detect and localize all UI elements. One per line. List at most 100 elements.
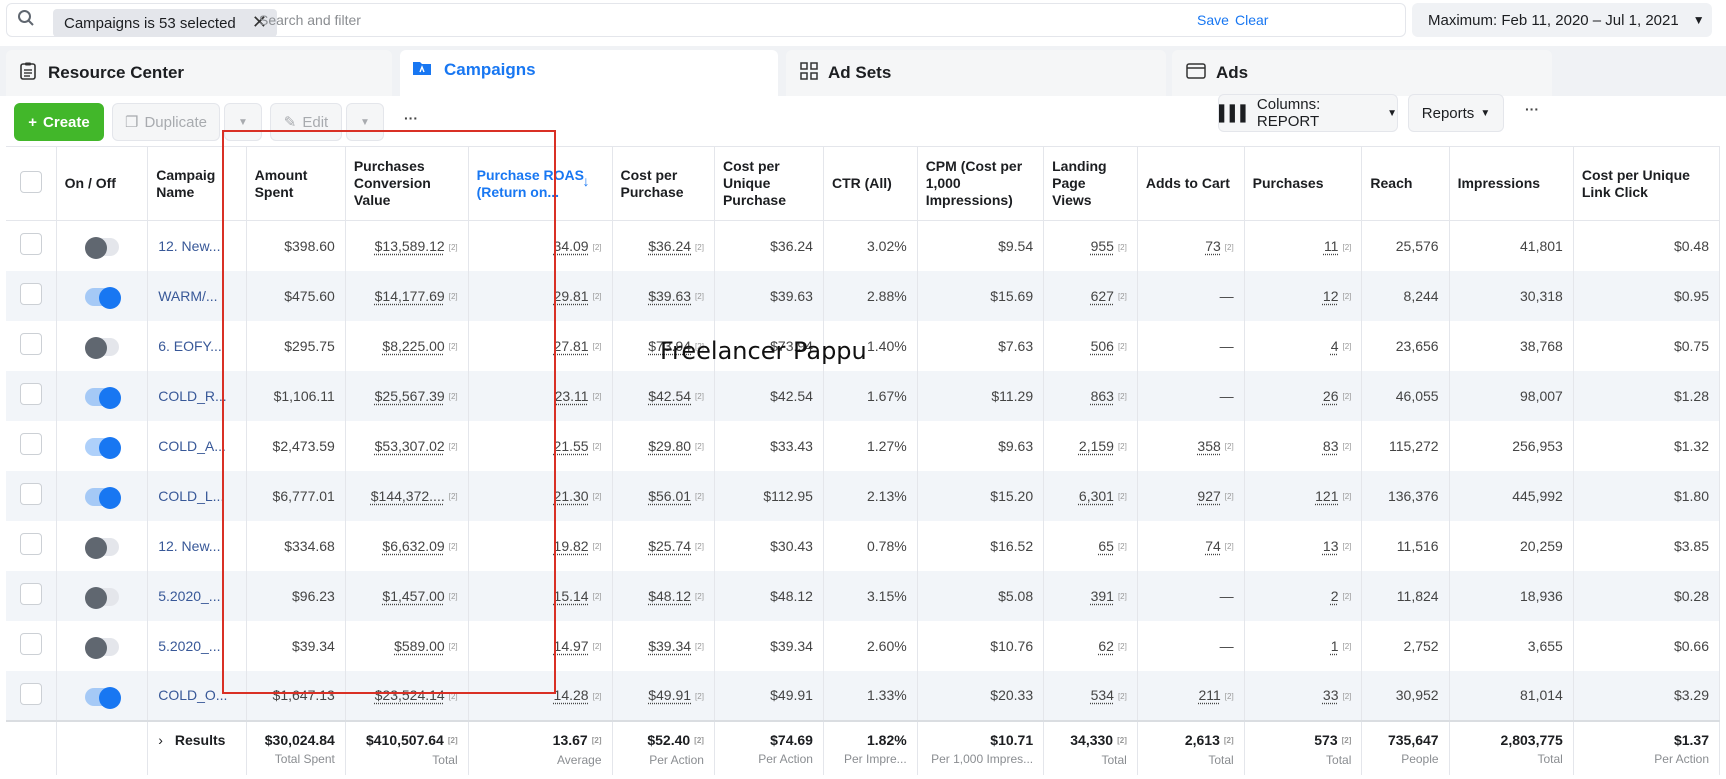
row-checkbox[interactable] — [19, 533, 42, 555]
table-row[interactable]: 6. EOFY... $295.75 $8,225.00 [2] 27.81 [2] $73… — [6, 320, 1721, 371]
column-header[interactable]: Impressions — [1449, 146, 1574, 221]
row-checkbox[interactable] — [19, 383, 42, 405]
column-header-roas[interactable]: Purchase ROAS (Return on... ↓ — [468, 146, 613, 221]
more-options-button[interactable]: ··· — [404, 110, 418, 126]
column-header[interactable]: Cost per Purchase — [612, 146, 715, 221]
cell-value: $1,647.13 — [272, 687, 335, 703]
table-row[interactable]: 5.2020_... $39.34 $589.00 [2] 14.97 [2] $39.34… — [6, 620, 1721, 671]
cell-ctr: 3.02% — [823, 220, 918, 271]
cell-roas: 29.81 [2] — [468, 270, 613, 321]
row-checkbox[interactable] — [19, 483, 42, 505]
columns-button[interactable]: ▌▌▌ Columns: REPORT ▼ — [1218, 94, 1398, 132]
row-checkbox[interactable] — [19, 633, 42, 655]
save-link[interactable]: Save — [1197, 12, 1229, 28]
cell-spent: $6,777.01 — [246, 470, 346, 521]
column-header[interactable]: Purchases — [1244, 146, 1363, 221]
edit-button[interactable]: ✎ Edit — [270, 103, 342, 141]
more-options-button[interactable]: ··· — [1525, 101, 1539, 117]
campaign-name-link[interactable]: 12. New... — [147, 520, 247, 571]
cell-lpv: 391 [2] — [1043, 570, 1138, 621]
table-row[interactable]: WARM/... $475.60 $14,177.69 [2] 29.81 [2] $39.… — [6, 270, 1721, 321]
column-header[interactable]: Campaig Name — [147, 146, 247, 221]
row-checkbox[interactable] — [19, 233, 42, 256]
table-row[interactable]: 5.2020_... $96.23 $1,457.00 [2] 15.14 [2] $48.… — [6, 570, 1721, 621]
cell-impr: 38,768 — [1449, 320, 1574, 371]
tab-resource-center[interactable]: Resource Center — [6, 50, 392, 96]
tab-ads[interactable]: Ads — [1172, 50, 1552, 96]
cell-cpp: $39.34 [2] — [612, 620, 715, 671]
reports-button[interactable]: Reports ▼ — [1408, 94, 1504, 132]
campaign-name-link[interactable]: COLD_R... — [147, 370, 247, 421]
info-icon: [2] — [1224, 691, 1234, 701]
close-icon[interactable]: ✕ — [251, 12, 267, 32]
column-header[interactable]: Purchases Conversion Value — [345, 146, 469, 221]
cell-value: $5.08 — [998, 587, 1034, 604]
campaign-name-link[interactable]: COLD_L... — [147, 470, 247, 521]
column-header[interactable]: Adds to Cart — [1137, 146, 1245, 221]
select-all-checkbox[interactable] — [19, 170, 42, 193]
campaign-name-link[interactable]: 5.2020_... — [147, 570, 247, 621]
results-expander[interactable]: › Results — [147, 719, 247, 775]
search-placeholder[interactable]: Search and filter — [259, 12, 361, 28]
cell-cpp: $42.54 [2] — [612, 370, 715, 421]
cell-value: 2.88% — [866, 287, 907, 304]
column-header[interactable]: Cost per Unique Purchase — [714, 146, 824, 221]
table-row[interactable]: COLD_O... $1,647.13 $23,524.14 [2] 14.28 [2] $… — [6, 670, 1721, 721]
total-cell: $1.37 Per Action — [1573, 719, 1721, 775]
table-row[interactable]: COLD_R... $1,106.11 $25,567.39 [2] 23.11 [2] $… — [6, 370, 1721, 421]
empty-cell — [56, 719, 149, 775]
table-row[interactable]: 12. New... $334.68 $6,632.09 [2] 19.82 [2] $25… — [6, 520, 1721, 571]
tab-ad-sets[interactable]: Ad Sets — [786, 50, 1166, 96]
create-button[interactable]: + Create — [14, 103, 104, 141]
clear-link[interactable]: Clear — [1235, 12, 1269, 28]
edit-dropdown[interactable]: ▼ — [346, 103, 384, 141]
table-row[interactable]: COLD_A... $2,473.59 $53,307.02 [2] 21.55 [2] $… — [6, 420, 1721, 471]
cell-value: $33.43 — [770, 437, 813, 454]
column-header[interactable]: CPM (Cost per 1,000 Impressions) — [917, 146, 1045, 221]
cell-reach: 46,055 — [1361, 370, 1450, 421]
cell-ctr: 2.60% — [823, 620, 918, 671]
column-header[interactable]: Landing Page Views — [1043, 146, 1138, 221]
table-row[interactable]: 12. New... $398.60 $13,589.12 [2] 34.09 [2] $3… — [6, 220, 1721, 271]
search-filter-box[interactable]: Campaigns is 53 selected ✕ Search and fi… — [6, 3, 1406, 37]
column-header[interactable]: On / Off — [56, 146, 149, 221]
total-value: 2,613 — [1184, 731, 1220, 748]
cell-reach: 25,576 — [1361, 220, 1450, 271]
column-header[interactable]: Amount Spent — [246, 146, 346, 221]
cell-conv: $13,589.12 [2] — [345, 220, 469, 271]
cell-cpp: $25.74 [2] — [612, 520, 715, 571]
cell-value: $56.01 — [648, 487, 692, 504]
row-checkbox[interactable] — [19, 333, 42, 355]
campaign-name-link[interactable]: 6. EOFY... — [147, 320, 247, 371]
cell-value: $475.60 — [284, 287, 335, 304]
column-header[interactable]: Cost per Unique Link Click — [1573, 146, 1721, 221]
total-sublabel: Per Action — [649, 752, 704, 767]
toggle-cell — [56, 220, 149, 271]
column-header[interactable]: Reach — [1361, 146, 1450, 221]
duplicate-dropdown[interactable]: ▼ — [224, 103, 262, 141]
column-header[interactable]: CTR (All) — [823, 146, 918, 221]
date-range-picker[interactable]: Maximum: Feb 11, 2020 – Jul 1, 2021 ▼ — [1412, 3, 1712, 37]
duplicate-button[interactable]: ❐ Duplicate — [112, 103, 220, 141]
tab-campaigns[interactable]: Campaigns — [400, 50, 778, 96]
row-checkbox[interactable] — [19, 583, 42, 605]
total-sublabel: Total — [1101, 752, 1127, 767]
toggle-cell — [56, 520, 149, 571]
table-row[interactable]: COLD_L... $6,777.01 $144,372.... [2] 21.30 [2… — [6, 470, 1721, 521]
cell-value: 955 — [1090, 237, 1114, 254]
watermark: Freelancer Pappu — [660, 337, 867, 365]
campaign-name-link[interactable]: WARM/... — [147, 270, 247, 321]
row-checkbox[interactable] — [19, 682, 42, 705]
cell-atc: 358 [2] — [1137, 420, 1245, 471]
info-icon: [2] — [448, 292, 458, 302]
campaign-name-link[interactable]: COLD_A... — [147, 420, 247, 471]
cell-value: — — [1219, 287, 1234, 304]
campaign-name-link[interactable]: COLD_O... — [147, 670, 247, 721]
filter-chip[interactable]: Campaigns is 53 selected ✕ — [53, 9, 277, 37]
cell-conv: $589.00 [2] — [345, 620, 469, 671]
campaign-name-link[interactable]: 12. New... — [147, 220, 247, 271]
cell-value: — — [1219, 587, 1234, 604]
row-checkbox[interactable] — [19, 283, 42, 305]
row-checkbox[interactable] — [19, 433, 42, 455]
campaign-name-link[interactable]: 5.2020_... — [147, 620, 247, 671]
